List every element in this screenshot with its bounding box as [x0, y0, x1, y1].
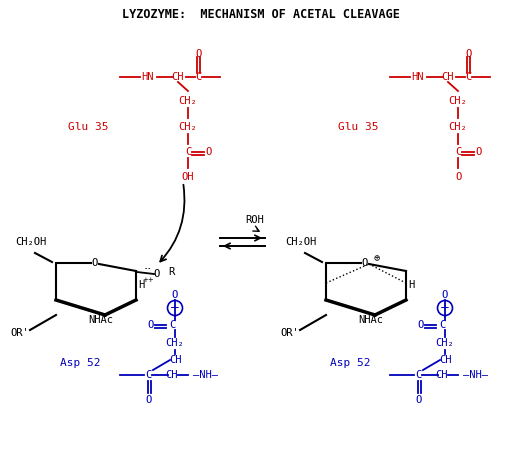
Text: OH: OH: [182, 172, 194, 182]
Text: ⊕: ⊕: [374, 253, 380, 263]
Text: —NH—: —NH—: [463, 370, 488, 380]
Text: O: O: [475, 147, 481, 157]
Text: O: O: [465, 49, 471, 59]
Text: —NH—: —NH—: [193, 370, 218, 380]
Text: H: H: [408, 280, 414, 290]
Text: HN: HN: [142, 72, 154, 82]
Text: C: C: [465, 72, 471, 82]
Text: O: O: [92, 258, 98, 268]
Text: C: C: [439, 320, 445, 330]
Text: ++: ++: [142, 277, 154, 283]
Text: Glu 35: Glu 35: [338, 122, 378, 132]
Text: CH: CH: [439, 355, 451, 365]
Text: −: −: [170, 301, 180, 314]
Text: CH: CH: [166, 370, 178, 380]
Text: O: O: [455, 172, 461, 182]
Text: HN: HN: [412, 72, 424, 82]
Text: O: O: [442, 290, 448, 300]
Text: R: R: [168, 267, 174, 277]
Text: O: O: [147, 320, 153, 330]
Text: −: −: [440, 301, 450, 314]
Text: C: C: [195, 72, 201, 82]
Text: CH₂: CH₂: [448, 96, 467, 106]
Text: O: O: [362, 258, 368, 268]
Text: C: C: [145, 370, 151, 380]
Text: CH: CH: [169, 355, 181, 365]
Text: Asp 52: Asp 52: [330, 358, 371, 368]
Text: C: C: [169, 320, 175, 330]
Text: CH: CH: [436, 370, 448, 380]
Text: CH₂: CH₂: [165, 338, 184, 348]
Text: O: O: [415, 395, 421, 405]
Text: Asp 52: Asp 52: [60, 358, 101, 368]
Text: O: O: [145, 395, 151, 405]
Text: OR': OR': [10, 328, 29, 338]
Text: NHAc: NHAc: [88, 315, 113, 325]
Text: C: C: [185, 147, 191, 157]
Text: ROH: ROH: [245, 215, 264, 225]
Text: C: C: [455, 147, 461, 157]
Text: O: O: [195, 49, 201, 59]
Text: NHAc: NHAc: [358, 315, 383, 325]
Text: OR': OR': [280, 328, 299, 338]
Text: CH₂: CH₂: [179, 122, 197, 132]
Text: CH₂: CH₂: [436, 338, 454, 348]
Text: CH: CH: [172, 72, 184, 82]
Text: CH₂OH: CH₂OH: [285, 237, 316, 247]
Text: O: O: [205, 147, 211, 157]
Text: C: C: [415, 370, 421, 380]
Text: CH₂OH: CH₂OH: [15, 237, 46, 247]
Text: CH₂: CH₂: [448, 122, 467, 132]
Text: LYZOZYME:  MECHANISM OF ACETAL CLEAVAGE: LYZOZYME: MECHANISM OF ACETAL CLEAVAGE: [122, 8, 400, 21]
Text: ··: ··: [144, 263, 152, 276]
Text: CH: CH: [442, 72, 454, 82]
Text: O: O: [417, 320, 423, 330]
Text: O: O: [172, 290, 178, 300]
Text: O: O: [154, 269, 160, 279]
Text: CH₂: CH₂: [179, 96, 197, 106]
Text: Glu 35: Glu 35: [68, 122, 109, 132]
Text: H: H: [138, 280, 144, 290]
